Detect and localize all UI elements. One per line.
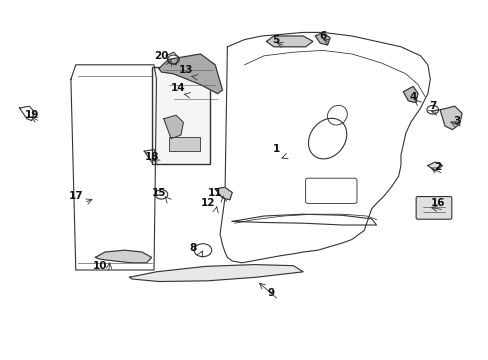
Text: 14: 14 [171,83,185,93]
Polygon shape [129,265,303,282]
Text: 13: 13 [178,65,193,75]
Polygon shape [215,187,232,200]
FancyBboxPatch shape [168,137,200,151]
Text: 4: 4 [408,92,416,102]
Text: 20: 20 [154,51,168,61]
FancyBboxPatch shape [415,197,451,219]
Text: 7: 7 [428,101,436,111]
Text: 15: 15 [151,188,166,198]
Polygon shape [95,250,151,263]
Text: 9: 9 [267,288,274,298]
Polygon shape [403,86,417,103]
Polygon shape [163,115,183,139]
Text: 2: 2 [433,162,440,172]
Text: 5: 5 [272,35,279,45]
Text: 12: 12 [200,198,215,208]
Text: 17: 17 [68,191,83,201]
Text: 3: 3 [453,116,460,126]
Text: 10: 10 [93,261,107,271]
Text: 8: 8 [189,243,196,253]
FancyBboxPatch shape [151,67,210,164]
Text: 18: 18 [144,152,159,162]
Text: 6: 6 [319,31,325,41]
Polygon shape [439,106,461,130]
Polygon shape [315,32,329,45]
Polygon shape [266,36,312,47]
Text: 19: 19 [24,110,39,120]
Text: 1: 1 [272,144,279,154]
Text: 16: 16 [429,198,444,208]
Text: 11: 11 [207,188,222,198]
Polygon shape [159,54,222,94]
Polygon shape [427,162,442,171]
